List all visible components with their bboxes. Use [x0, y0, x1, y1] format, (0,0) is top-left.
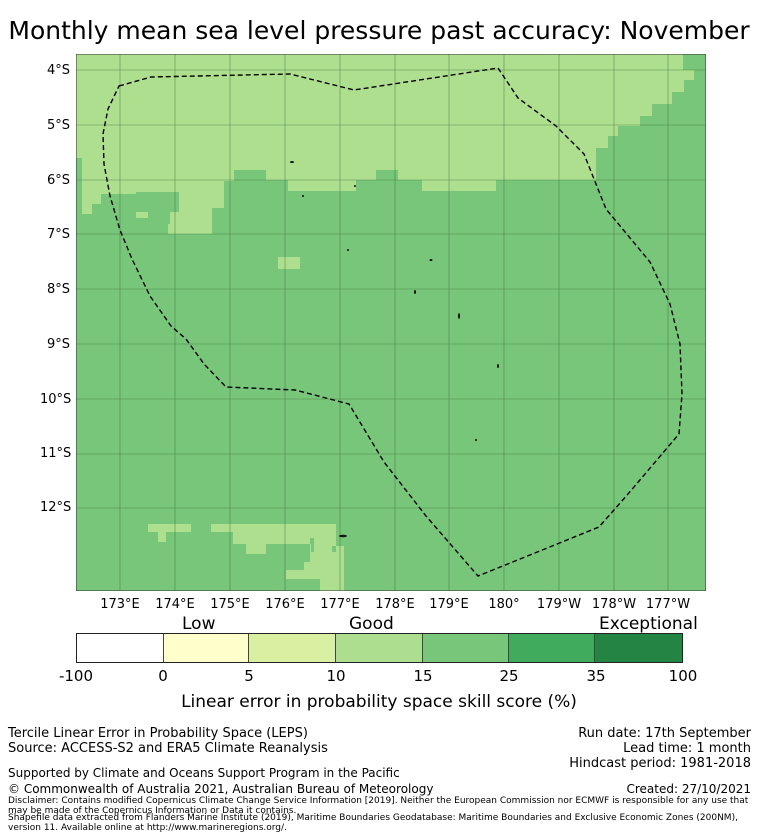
island [429, 259, 433, 261]
island [458, 313, 460, 319]
colorbar-tick: 10 [326, 667, 346, 685]
source-text: Source: ACCESS-S2 and ERA5 Climate Reana… [8, 741, 328, 756]
created-text: Created: 27/10/2021 [626, 782, 751, 796]
islands [290, 161, 499, 538]
colorbar-tick: 0 [158, 667, 168, 685]
island [339, 534, 347, 538]
lon-tick-label: 177°E [320, 597, 360, 612]
map-region-skill-15-25 [76, 54, 706, 591]
colorbar [76, 633, 683, 663]
hindcast-text: Hindcast period: 1981-2018 [569, 756, 751, 771]
colorbar-swatch [163, 634, 250, 662]
shapefile-text: Shapefile data extracted from Flanders M… [8, 813, 738, 833]
map-patch-good [148, 212, 170, 224]
copyright-text: © Commonwealth of Australia 2021, Austra… [8, 782, 434, 796]
lat-tick-label: 5°S [46, 118, 70, 133]
lon-tick-label: 173°E [100, 597, 140, 612]
colorbar-swatch [595, 634, 683, 662]
lat-tick-label: 12°S [40, 500, 72, 515]
eez-boundary [102, 67, 683, 577]
colorbar-swatch [508, 634, 596, 662]
support-text: Supported by Climate and Oceans Support … [8, 766, 400, 780]
colorbar-tick: 25 [499, 667, 519, 685]
colorbar-tick: 5 [244, 667, 254, 685]
lon-tick-label: 178°W [591, 597, 637, 612]
map-patch-good [278, 257, 300, 269]
lon-tick-label: 179°E [429, 597, 469, 612]
colorbar-tick: 35 [586, 667, 606, 685]
island [302, 195, 304, 197]
lat-tick-label: 4°S [46, 63, 70, 78]
island [475, 439, 477, 441]
lat-tick-label: 9°S [46, 337, 70, 352]
disclaimer-text: Disclaimer: Contains modified Copernicus… [8, 796, 749, 816]
lat-tick-label: 7°S [46, 227, 70, 242]
colorbar-category-good: Good [349, 614, 394, 634]
island [497, 364, 499, 368]
method-text: Tercile Linear Error in Probability Spac… [8, 726, 308, 741]
island [414, 290, 416, 294]
lead-time-text: Lead time: 1 month [623, 741, 751, 756]
lat-tick-label: 11°S [40, 446, 72, 461]
lat-tick-label: 6°S [46, 173, 70, 188]
lat-tick-label: 8°S [46, 282, 70, 297]
lon-tick-label: 174°E [155, 597, 195, 612]
island [347, 249, 349, 251]
map-patch-good [136, 192, 179, 212]
lon-tick-label: 179°W [536, 597, 582, 612]
island [354, 185, 356, 187]
colorbar-label: Linear error in probability space skill … [181, 692, 577, 712]
lon-tick-label: 178°E [375, 597, 415, 612]
colorbar-category-low: Low [182, 614, 216, 634]
colorbar-tick: -100 [58, 667, 94, 685]
run-date-text: Run date: 17th September [578, 726, 751, 741]
colorbar-tick: 100 [668, 667, 698, 685]
lon-tick-label: 180° [488, 597, 520, 612]
colorbar-swatch [249, 634, 337, 662]
colorbar-tick: 15 [413, 667, 433, 685]
colorbar-swatch [422, 634, 509, 662]
island [290, 161, 294, 163]
lon-tick-label: 175°E [210, 597, 250, 612]
lon-tick-label: 176°E [265, 597, 305, 612]
colorbar-category-exceptional: Exceptional [599, 614, 698, 634]
map-patch-good [76, 158, 82, 214]
lat-tick-label: 10°S [40, 392, 72, 407]
lon-tick-label: 177°W [645, 597, 691, 612]
skill-map [76, 54, 706, 591]
colorbar-swatch [336, 634, 423, 662]
gridlines [76, 54, 706, 591]
chart-title: Monthly mean sea level pressure past acc… [8, 16, 750, 45]
colorbar-swatch [77, 634, 164, 662]
